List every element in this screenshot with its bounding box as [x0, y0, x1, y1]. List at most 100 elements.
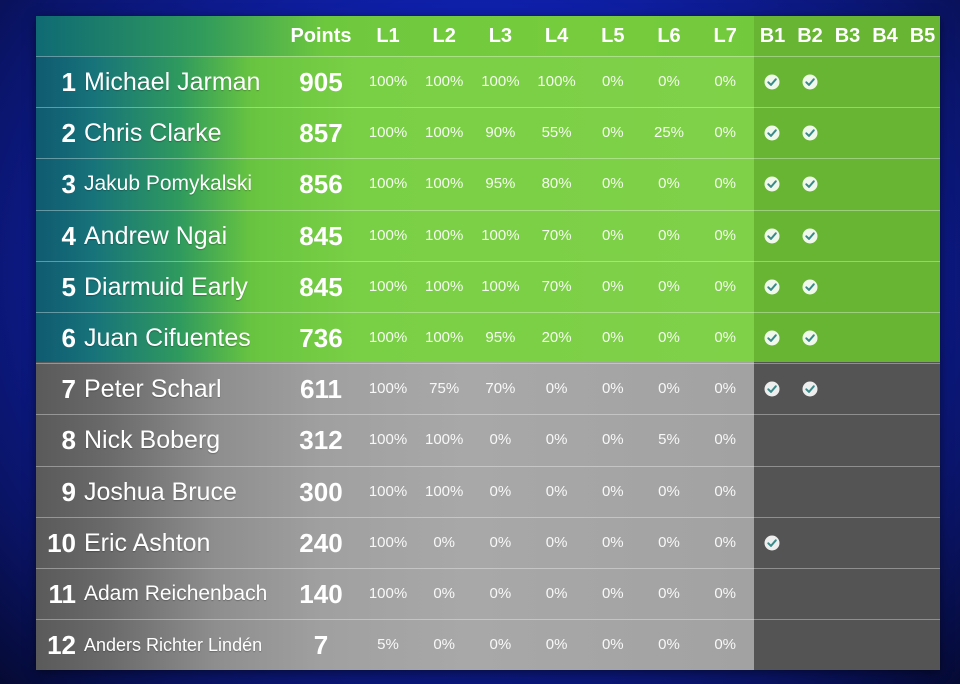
level-2-progress: 100% [425, 73, 464, 90]
level-6-progress: 25% [653, 124, 685, 142]
level-7-progress: 0% [714, 226, 737, 244]
player-name: Diarmuid Early [84, 272, 248, 301]
level-2-progress: 100% [425, 482, 464, 500]
level-7-progress: 0% [714, 431, 737, 449]
level-6-progress: 0% [658, 380, 680, 398]
player-name: Juan Cifuentes [84, 324, 251, 352]
points-value: 7 [313, 630, 329, 661]
level-header-7: L7 [713, 25, 737, 47]
badge-2-check-icon [802, 74, 817, 90]
rank: 1 [61, 67, 76, 97]
level-5-progress: 0% [601, 431, 624, 449]
level-4-progress: 0% [545, 533, 568, 551]
rank: 11 [48, 579, 77, 609]
level-6-progress: 0% [658, 175, 680, 193]
level-4-progress: 0% [545, 636, 568, 654]
level-header-5: L5 [601, 25, 625, 47]
table-row: 1 Michael Jarman 905 100% 100% 100% 100% 0% 0% 0% [36, 56, 940, 107]
level-6-progress: 0% [658, 73, 680, 90]
table-row: 11 Adam Reichenbach 140 100% 0% 0% 0% 0% 0% 0% [36, 568, 940, 619]
level-2-progress: 100% [425, 226, 464, 244]
level-2-progress: 0% [433, 636, 456, 654]
points-value: 736 [299, 323, 343, 353]
level-5-progress: 0% [601, 124, 624, 142]
rank: 10 [47, 527, 76, 558]
points-value: 845 [299, 220, 343, 251]
level-2-progress: 100% [425, 175, 464, 193]
points-value: 845 [299, 271, 343, 302]
level-7-progress: 0% [714, 585, 737, 602]
level-1-progress: 100% [368, 329, 408, 346]
table-row: 8 Nick Boberg 312 100% 100% 0% 0% 0% 5% 0% [36, 414, 940, 465]
level-4-progress: 0% [545, 482, 568, 500]
rank: 5 [61, 271, 76, 302]
level-1-progress: 100% [368, 431, 408, 449]
player-name: Michael Jarman [84, 68, 261, 96]
points-value: 611 [300, 374, 342, 405]
rank: 6 [61, 323, 76, 353]
level-5-progress: 0% [601, 277, 624, 295]
player-name: Andrew Ngai [84, 221, 228, 250]
badge-header-4: B4 [872, 25, 898, 47]
table-row: 2 Chris Clarke 857 100% 100% 90% 55% 0% 25% 0% [36, 107, 940, 158]
header-badge-background [754, 16, 940, 56]
level-7-progress: 0% [714, 124, 737, 142]
rank: 4 [61, 220, 76, 251]
level-header-3: L3 [488, 25, 513, 47]
level-3-progress: 100% [481, 73, 520, 90]
rank: 8 [61, 425, 76, 456]
level-3-progress: 0% [489, 431, 512, 449]
level-5-progress: 0% [601, 380, 624, 398]
level-header-4: L4 [544, 25, 569, 47]
table-row: 9 Joshua Bruce 300 100% 100% 0% 0% 0% 0% 0% [36, 465, 940, 517]
points-value: 905 [299, 67, 343, 97]
leaderboard: Points L1 L2 L3 L4 L5 L6 L7 B1 B2 B3 B4 B5 1 Michael… [36, 16, 940, 670]
badge-1-check-icon [764, 381, 780, 397]
table-row: 6 Juan Cifuentes 736 100% 100% 95% 20% 0% 0% 0% [36, 312, 940, 363]
level-5-progress: 0% [601, 482, 624, 500]
level-4-progress: 70% [541, 226, 572, 244]
level-4-progress: 100% [537, 73, 576, 90]
level-5-progress: 0% [601, 533, 624, 551]
level-1-progress: 100% [368, 533, 408, 551]
bottom-group-badge-background [754, 362, 940, 670]
badge-1-check-icon [764, 125, 780, 141]
badge-2-check-icon [802, 125, 817, 141]
level-1-progress: 100% [368, 585, 408, 602]
points-header: Points [290, 25, 352, 47]
table-row: 7 Peter Scharl 611 100% 75% 70% 0% 0% 0% 0% [36, 363, 940, 414]
player-name: Joshua Bruce [84, 477, 237, 506]
level-3-progress: 95% [485, 329, 516, 346]
rank: 9 [61, 476, 76, 507]
level-3-progress: 0% [489, 533, 512, 551]
table-row: 3 Jakub Pomykalski 856 100% 100% 95% 80% 0% 0% 0% [36, 158, 940, 209]
badge-1-check-icon [764, 228, 780, 244]
level-3-progress: 95% [485, 175, 516, 193]
level-6-progress: 0% [658, 329, 680, 346]
level-1-progress: 100% [368, 175, 408, 193]
badge-2-check-icon [802, 176, 817, 192]
level-2-progress: 100% [425, 431, 464, 449]
level-5-progress: 0% [601, 329, 624, 346]
level-7-progress: 0% [714, 329, 737, 346]
badge-header-1: B1 [759, 25, 786, 47]
table-row: 5 Diarmuid Early 845 100% 100% 100% 70% 0% 0% 0% [36, 260, 940, 312]
level-1-progress: 100% [368, 277, 408, 295]
badge-1-check-icon [764, 330, 780, 346]
points-value: 140 [299, 579, 343, 609]
points-value: 312 [299, 425, 343, 456]
level-2-progress: 100% [425, 329, 464, 346]
top-group-background [36, 56, 754, 362]
level-3-progress: 90% [485, 124, 516, 142]
badge-2-check-icon [802, 228, 817, 244]
level-5-progress: 0% [601, 73, 624, 90]
level-2-progress: 75% [429, 380, 460, 398]
badge-header-3: B3 [834, 25, 861, 47]
level-1-progress: 100% [368, 226, 408, 244]
level-2-progress: 100% [425, 124, 464, 142]
badge-2-check-icon [802, 381, 817, 397]
badge-1-check-icon [764, 74, 780, 90]
level-6-progress: 0% [658, 585, 680, 602]
level-7-progress: 0% [714, 636, 737, 654]
rank: 12 [47, 630, 76, 661]
